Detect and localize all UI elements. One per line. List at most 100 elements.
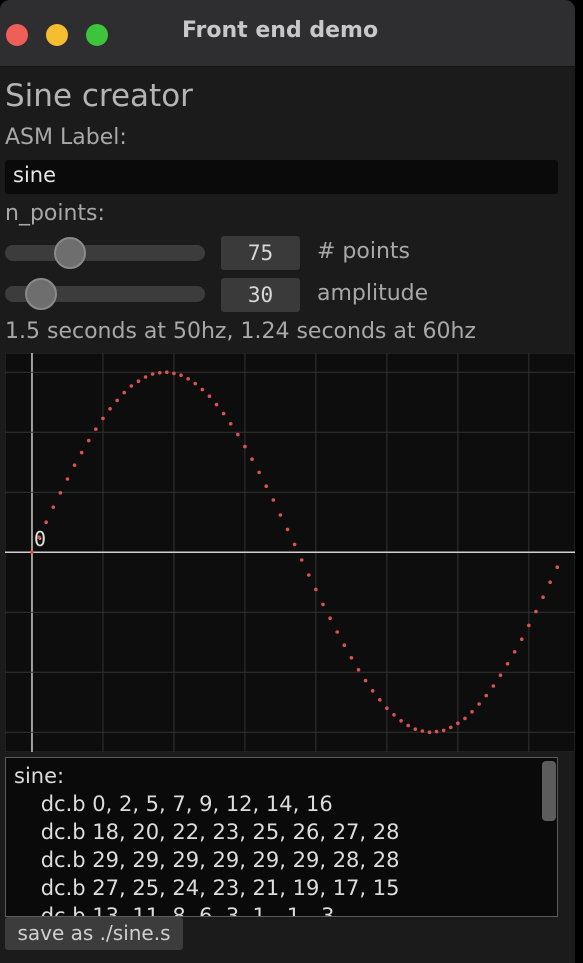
data-point: [392, 713, 396, 717]
data-point: [292, 542, 297, 547]
data-point: [221, 411, 226, 416]
number-box[interactable]: 30: [221, 278, 300, 312]
data-point: [356, 668, 361, 672]
code-line: dc.b 0, 2, 5, 7, 9, 12, 14, 16: [14, 792, 333, 816]
data-point: [427, 730, 432, 734]
number-box[interactable]: 75: [221, 236, 300, 270]
data-point: [58, 491, 63, 495]
data-point: [328, 616, 332, 620]
data-point: [200, 387, 205, 392]
data-point: [484, 693, 489, 698]
code-line: sine:: [14, 764, 65, 788]
data-point: [236, 432, 240, 437]
data-point: [406, 723, 410, 728]
data-point: [157, 371, 162, 375]
code-line: dc.b 27, 25, 24, 23, 21, 19, 17, 15: [14, 876, 400, 900]
data-point: [527, 623, 531, 628]
zoom-button[interactable]: [86, 24, 108, 46]
data-point: [314, 587, 318, 592]
data-point: [44, 520, 48, 524]
data-point: [228, 422, 233, 426]
data-point: [101, 416, 105, 421]
data-point: [51, 505, 56, 509]
window-title: Front end demo: [181, 18, 379, 43]
data-point: [448, 725, 453, 730]
data-point: [555, 565, 560, 569]
data-point: [420, 729, 425, 733]
data-point: [136, 379, 141, 383]
data-point: [94, 427, 98, 431]
data-point: [86, 438, 91, 443]
data-point: [243, 444, 247, 449]
data-point: [399, 719, 403, 723]
code-line: dc.b 13, 11, 8, 6, 3, 1, -1, -3: [14, 904, 335, 917]
data-point: [179, 373, 183, 377]
data-point: [278, 513, 283, 517]
slider-knob[interactable]: [54, 237, 87, 269]
text-input[interactable]: sine: [5, 160, 558, 194]
data-point: [491, 684, 496, 688]
data-point: [30, 550, 34, 554]
data-point: [172, 371, 176, 376]
input-value: sine: [13, 163, 57, 187]
data-point: [321, 602, 325, 607]
data-point: [534, 609, 538, 614]
title-bar: Front end demo: [0, 0, 575, 67]
data-point: [122, 390, 127, 395]
origin-label: 0: [34, 527, 46, 551]
data-point: [307, 573, 311, 577]
data-point: [165, 370, 169, 374]
data-point: [370, 689, 375, 693]
data-point: [342, 643, 347, 647]
plot: 0: [5, 353, 575, 752]
data-point: [257, 470, 261, 475]
section-label: n_points:: [5, 201, 105, 226]
data-point: [349, 656, 354, 660]
heading: Sine creator: [5, 78, 193, 114]
data-point: [129, 384, 134, 388]
field-label: ASM Label:: [5, 125, 127, 150]
data-point: [498, 673, 503, 677]
data-point: [37, 535, 41, 539]
data-point: [463, 716, 467, 721]
data-point: [214, 402, 219, 407]
data-point: [186, 377, 190, 381]
data-point: [193, 381, 198, 386]
data-point: [65, 477, 70, 481]
code-line: dc.b 18, 20, 22, 23, 25, 26, 27, 28: [14, 820, 400, 844]
data-point: [385, 706, 389, 710]
save-button[interactable]: save as ./sine.s: [5, 917, 183, 950]
data-point: [505, 662, 510, 666]
duration-text: 1.5 seconds at 50hz, 1.24 seconds at 60h…: [5, 319, 476, 344]
data-point: [548, 580, 552, 584]
data-point: [470, 710, 474, 714]
data-point: [207, 394, 212, 398]
slider-label: amplitude: [317, 281, 429, 306]
data-point: [264, 484, 269, 488]
code-view: sine: dc.b 0, 2, 5, 7, 9, 12, 14, 16 dc.…: [5, 757, 558, 917]
data-point: [434, 729, 439, 734]
data-point: [363, 678, 368, 683]
data-point: [335, 630, 340, 634]
data-point: [285, 527, 290, 532]
scrollbar[interactable]: [542, 761, 556, 821]
data-point: [271, 498, 276, 502]
slider-label: # points: [317, 239, 410, 264]
data-point: [108, 407, 112, 411]
data-point: [150, 372, 155, 376]
data-point: [441, 728, 446, 733]
slider-track[interactable]: [5, 245, 205, 261]
minimize-button[interactable]: [46, 24, 68, 46]
data-point: [377, 698, 382, 702]
data-point: [299, 558, 304, 562]
code-line: dc.b 29, 29, 29, 29, 29, 29, 28, 28: [14, 848, 400, 872]
close-button[interactable]: [6, 24, 28, 46]
data-point: [413, 727, 418, 731]
data-point: [519, 637, 524, 641]
data-point: [143, 375, 148, 379]
data-point: [250, 457, 254, 461]
slider-knob[interactable]: [24, 278, 57, 310]
data-point: [477, 702, 481, 706]
